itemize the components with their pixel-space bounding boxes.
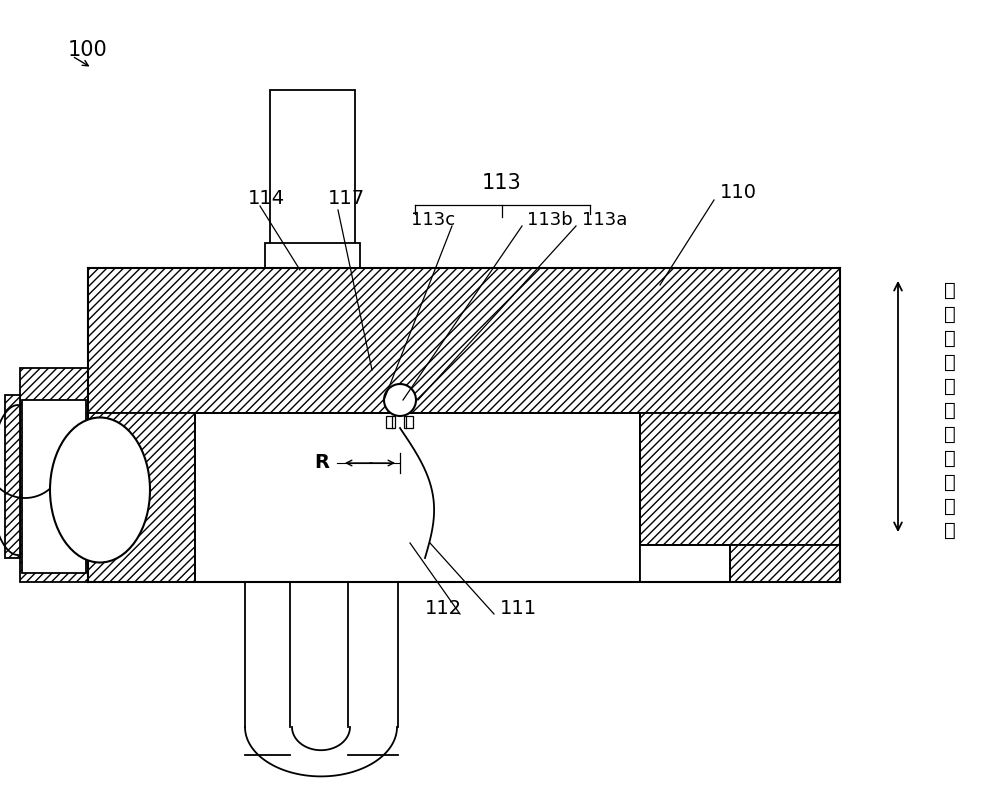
- Bar: [640, 413, 840, 545]
- Text: 114: 114: [248, 189, 285, 207]
- Text: 111: 111: [500, 599, 537, 617]
- Text: 113b: 113b: [527, 211, 573, 229]
- Text: 本: 本: [944, 305, 956, 323]
- Text: 度: 度: [944, 472, 956, 492]
- Text: 盘: 盘: [944, 280, 956, 300]
- Bar: [88, 413, 195, 582]
- Circle shape: [384, 384, 416, 416]
- Text: 体: 体: [944, 329, 956, 347]
- Polygon shape: [265, 243, 360, 268]
- Text: 117: 117: [328, 189, 365, 207]
- Bar: [195, 413, 640, 582]
- Bar: [270, 90, 355, 268]
- Bar: [22, 400, 86, 573]
- Text: 的: 的: [944, 425, 956, 443]
- Text: 的: 的: [944, 352, 956, 372]
- Text: R: R: [314, 454, 329, 472]
- Text: 底: 底: [944, 376, 956, 396]
- Text: 壁: 壁: [944, 401, 956, 419]
- Bar: [404, 416, 413, 428]
- Text: 方: 方: [944, 496, 956, 516]
- Text: 112: 112: [425, 599, 462, 617]
- Text: 100: 100: [68, 40, 108, 60]
- Ellipse shape: [50, 418, 150, 563]
- Bar: [640, 545, 730, 582]
- Text: 厚: 厚: [944, 448, 956, 467]
- Text: 110: 110: [720, 184, 757, 202]
- Text: 113: 113: [482, 173, 522, 193]
- Text: 113a: 113a: [582, 211, 627, 229]
- Bar: [730, 545, 840, 582]
- Bar: [20, 368, 88, 582]
- Bar: [5, 395, 20, 558]
- Text: 向: 向: [944, 521, 956, 539]
- Text: 113c: 113c: [411, 211, 455, 229]
- Bar: [386, 416, 395, 428]
- Bar: [88, 268, 840, 413]
